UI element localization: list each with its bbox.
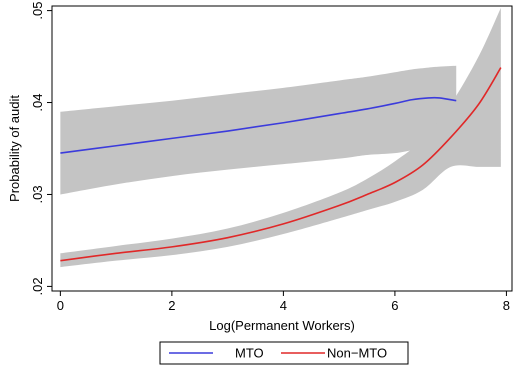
x-tick-label: 6 (391, 298, 398, 313)
x-axis: 0 2 4 6 8 (57, 291, 510, 313)
x-tick-label: 4 (280, 298, 287, 313)
series-line-1 (60, 67, 502, 262)
legend: MTO Non−MTO (159, 341, 409, 365)
plot-area-border (51, 5, 513, 292)
y-tick-label: .02 (30, 277, 45, 295)
legend-label-1: Non−MTO (327, 346, 387, 361)
confidence-band-0 (60, 65, 457, 195)
y-tick-label: .04 (30, 93, 45, 111)
y-axis: .02 .03 .04 .05 (30, 2, 52, 295)
y-axis-title: Probability of audit (7, 95, 22, 202)
x-axis-title: Log(Permanent Workers) (209, 318, 355, 333)
plot-frame (51, 5, 513, 292)
x-tick-label: 0 (57, 298, 64, 313)
y-tick-label: .03 (30, 185, 45, 203)
x-tick-label: 8 (503, 298, 510, 313)
y-tick-label: .05 (30, 2, 45, 20)
series-lines (60, 67, 502, 262)
confidence-bands (60, 7, 501, 268)
confidence-band-1 (60, 7, 501, 268)
x-tick-label: 2 (168, 298, 175, 313)
legend-label-0: MTO (235, 346, 264, 361)
series-line-0 (60, 96, 457, 154)
